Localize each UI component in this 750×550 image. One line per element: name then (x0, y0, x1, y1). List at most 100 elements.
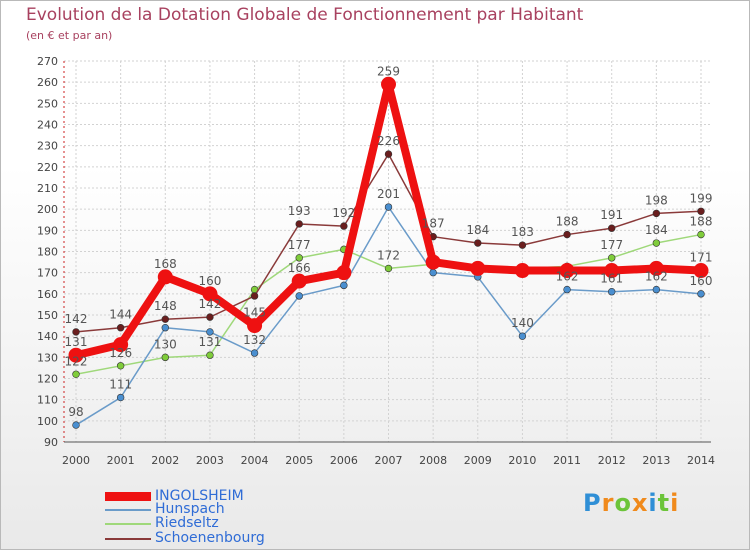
data-point-schoenenbourg (608, 224, 616, 232)
data-point-ingolsheim (291, 273, 307, 289)
data-point-ingolsheim (202, 286, 218, 302)
data-point-hunspach (563, 285, 571, 294)
data-point-hunspach (161, 324, 169, 332)
proxiti-logo: Proxiti (583, 489, 679, 517)
x-tick-label: 2010 (508, 454, 536, 467)
data-point-ingolsheim (336, 265, 352, 281)
data-point-schoenenbourg (250, 292, 259, 300)
data-point-hunspach (72, 421, 80, 429)
legend-swatch-hunspach (105, 509, 151, 511)
legend-label-schoenenbourg: Schoenenbourg (155, 530, 265, 546)
data-point-riedseltz (72, 370, 80, 378)
y-tick-label: 140 (37, 330, 58, 343)
data-point-hunspach (295, 292, 303, 300)
data-label-ingolsheim: 131 (65, 335, 88, 349)
legend-swatch-schoenenbourg (105, 538, 151, 540)
data-point-schoenenbourg (563, 230, 571, 239)
data-point-hunspach (652, 285, 661, 294)
data-point-schoenenbourg (72, 328, 80, 336)
data-label-riedseltz: 131 (198, 335, 221, 349)
data-label-hunspach: 98 (68, 405, 83, 419)
chart-title: Evolution de la Dotation Globale de Fonc… (26, 5, 584, 25)
x-tick-label: 2009 (464, 454, 492, 467)
data-label-schoenenbourg: 193 (288, 204, 311, 218)
logo-letter: r (601, 489, 615, 517)
x-tick-label: 2012 (598, 454, 626, 467)
logo-letter: t (657, 489, 671, 517)
data-point-ingolsheim (604, 263, 620, 279)
data-point-schoenenbourg (295, 220, 303, 228)
y-tick-label: 230 (37, 140, 58, 153)
data-point-hunspach (518, 332, 527, 340)
data-point-schoenenbourg (116, 324, 125, 332)
y-tick-label: 210 (37, 182, 58, 195)
data-label-hunspach: 162 (645, 270, 668, 284)
legend-label-ingolsheim: INGOLSHEIM (155, 488, 244, 504)
data-point-ingolsheim (693, 263, 709, 279)
data-point-ingolsheim (113, 337, 129, 353)
data-point-schoenenbourg (384, 150, 393, 158)
y-tick-label: 90 (44, 436, 58, 449)
data-label-riedseltz: 122 (65, 354, 88, 368)
x-tick-label: 2000 (62, 454, 90, 467)
logo-letter: i (670, 489, 680, 517)
data-label-schoenenbourg: 142 (65, 312, 88, 326)
y-tick-label: 170 (37, 267, 58, 280)
data-label-schoenenbourg: 188 (556, 215, 579, 229)
y-tick-label: 120 (37, 373, 58, 386)
data-label-schoenenbourg: 183 (511, 225, 534, 239)
data-label-hunspach: 140 (511, 316, 534, 330)
data-point-ingolsheim (470, 260, 486, 276)
data-label-schoenenbourg: 192 (332, 206, 355, 220)
data-point-schoenenbourg (161, 315, 169, 323)
data-label-riedseltz: 172 (377, 248, 400, 262)
data-label-schoenenbourg: 184 (466, 223, 489, 237)
y-tick-label: 270 (37, 55, 58, 68)
x-tick-label: 2001 (107, 454, 135, 467)
data-label-ingolsheim: 168 (154, 257, 177, 271)
data-label-hunspach: 201 (377, 187, 400, 201)
data-label-schoenenbourg: 226 (377, 134, 400, 148)
legend-swatch-ingolsheim (105, 492, 151, 501)
data-label-ingolsheim: 259 (377, 64, 400, 78)
data-point-riedseltz (295, 254, 303, 262)
data-point-ingolsheim (381, 76, 396, 92)
x-tick-label: 2011 (553, 454, 581, 467)
data-label-ingolsheim: 145 (243, 306, 266, 320)
data-label-hunspach: 162 (556, 270, 579, 284)
y-tick-label: 260 (37, 76, 58, 89)
data-point-schoenenbourg (206, 313, 214, 321)
x-tick-label: 2004 (241, 454, 269, 467)
legend-label-hunspach: Hunspach (155, 501, 225, 517)
data-point-ingolsheim (648, 260, 664, 276)
data-point-schoenenbourg (652, 209, 661, 218)
data-point-ingolsheim (514, 263, 530, 279)
data-label-riedseltz: 126 (109, 346, 132, 360)
y-tick-label: 180 (37, 246, 58, 259)
y-tick-label: 250 (37, 97, 58, 110)
y-tick-label: 130 (37, 351, 58, 364)
data-label-ingolsheim: 160 (198, 274, 221, 288)
data-point-ingolsheim (68, 347, 84, 363)
data-label-riedseltz: 177 (600, 238, 623, 252)
data-point-hunspach (608, 288, 616, 296)
data-point-riedseltz (697, 230, 705, 239)
data-point-hunspach (340, 281, 348, 290)
data-point-riedseltz (161, 353, 169, 362)
data-point-schoenenbourg (340, 222, 348, 230)
data-point-riedseltz (384, 264, 393, 273)
data-label-riedseltz: 188 (690, 215, 713, 229)
data-label-hunspach: 132 (243, 333, 266, 347)
x-tick-label: 2006 (330, 454, 358, 467)
data-point-schoenenbourg (697, 207, 705, 215)
data-point-riedseltz (206, 351, 214, 359)
y-tick-label: 160 (37, 288, 58, 301)
data-label-schoenenbourg: 144 (109, 308, 132, 322)
x-tick-label: 2013 (642, 454, 670, 467)
data-label-schoenenbourg: 142 (198, 297, 221, 311)
x-tick-label: 2007 (375, 454, 403, 467)
data-point-hunspach (250, 349, 259, 357)
data-label-schoenenbourg: 199 (690, 191, 713, 205)
y-tick-label: 220 (37, 161, 58, 174)
